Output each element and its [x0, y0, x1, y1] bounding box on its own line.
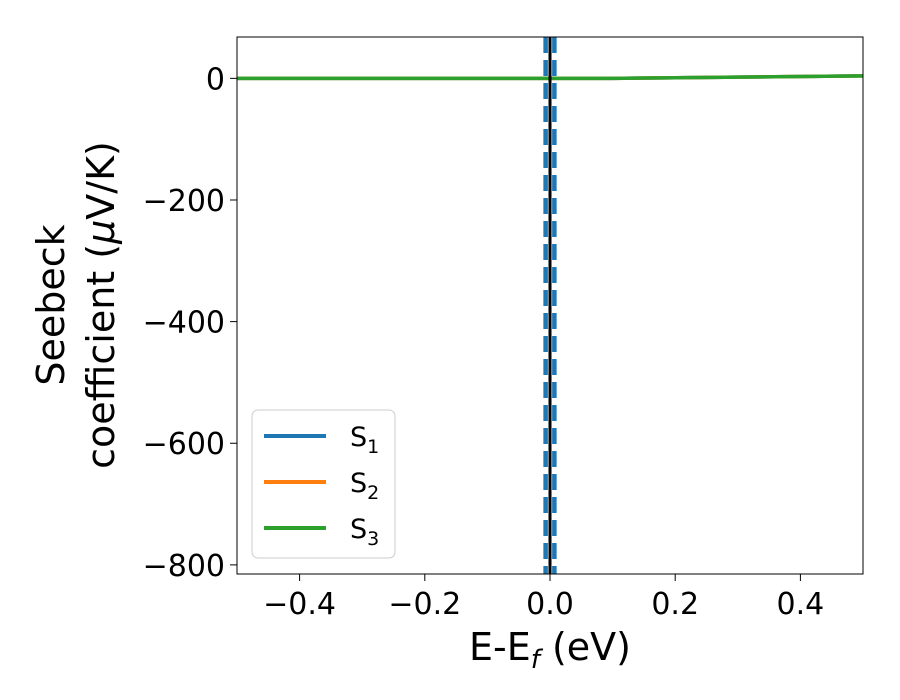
x-axis-title: E-Ef (eV) [469, 625, 631, 675]
vertical-lines [543, 37, 557, 574]
y-axis-ticks: 0 −200 −400 −600 −800 [143, 62, 237, 584]
y-tick-label: −200 [143, 184, 225, 219]
x-tick-label: −0.4 [263, 587, 336, 622]
y-tick-label: −600 [143, 427, 225, 462]
y-axis-title-line1: Seebeck [29, 224, 73, 385]
x-tick-label: 0.2 [651, 587, 699, 622]
x-tick-label: 0.4 [777, 587, 825, 622]
x-tick-label: −0.2 [388, 587, 461, 622]
legend-label-S3: S3 [350, 514, 379, 550]
y-tick-label: −400 [143, 306, 225, 341]
legend-label-S1: S1 [350, 422, 379, 458]
x-tick-label: 0.0 [526, 587, 574, 622]
x-axis-ticks: −0.4 −0.2 0.0 0.2 0.4 [263, 574, 824, 622]
y-axis-title: Seebeck coefficient (μV/K) [29, 141, 123, 469]
y-axis-title-line2: coefficient (μV/K) [79, 141, 123, 469]
legend: S1 S2 S3 [251, 409, 396, 559]
y-tick-label: −800 [143, 549, 225, 584]
y-tick-label: 0 [206, 62, 225, 97]
legend-label-S2: S2 [350, 468, 379, 504]
